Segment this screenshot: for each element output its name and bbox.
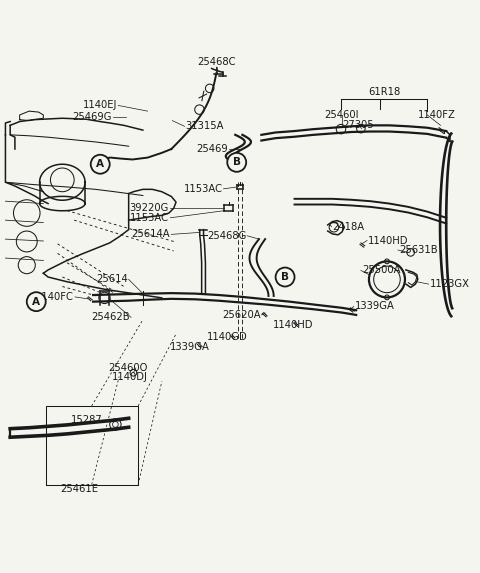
Text: 25461E: 25461E (60, 484, 98, 494)
Text: 1123GX: 1123GX (430, 279, 469, 289)
Text: 61R18: 61R18 (369, 87, 401, 97)
Text: 1339GA: 1339GA (355, 301, 395, 311)
Text: 25468G: 25468G (207, 231, 246, 241)
Text: 1140HD: 1140HD (273, 320, 314, 331)
Text: 25500A: 25500A (362, 265, 400, 276)
Text: 25469: 25469 (196, 144, 228, 154)
Text: A: A (32, 297, 40, 307)
Text: 25620A: 25620A (222, 310, 261, 320)
Text: A: A (96, 159, 104, 169)
Text: 1140FZ: 1140FZ (418, 110, 456, 120)
Text: 25469G: 25469G (72, 112, 112, 122)
Text: 1153AC: 1153AC (183, 184, 223, 194)
Text: 27305: 27305 (343, 120, 374, 130)
Text: 25614A: 25614A (132, 229, 170, 240)
Text: 1140EJ: 1140EJ (83, 100, 117, 111)
Text: B: B (281, 272, 289, 282)
Text: 25631B: 25631B (399, 245, 437, 255)
Text: 1140GD: 1140GD (207, 332, 248, 342)
Circle shape (276, 268, 295, 286)
Text: 1339GA: 1339GA (170, 342, 210, 352)
Circle shape (91, 155, 110, 174)
Text: 31315A: 31315A (186, 121, 224, 131)
Text: 15287: 15287 (71, 415, 103, 425)
Text: 1140DJ: 1140DJ (112, 372, 147, 383)
Text: 1140HD: 1140HD (368, 236, 408, 245)
Text: 25468C: 25468C (197, 57, 236, 67)
Text: 1140FC: 1140FC (36, 292, 74, 302)
Text: 2418A: 2418A (333, 222, 365, 232)
Circle shape (27, 292, 46, 311)
Text: 25462B: 25462B (91, 312, 130, 322)
Text: 39220G: 39220G (130, 203, 169, 213)
Text: 25614: 25614 (96, 274, 128, 284)
Circle shape (227, 153, 246, 172)
Text: B: B (233, 158, 241, 167)
Text: 25460I: 25460I (324, 110, 359, 120)
Text: 1153AC: 1153AC (130, 213, 169, 223)
Text: 25460O: 25460O (108, 363, 147, 373)
